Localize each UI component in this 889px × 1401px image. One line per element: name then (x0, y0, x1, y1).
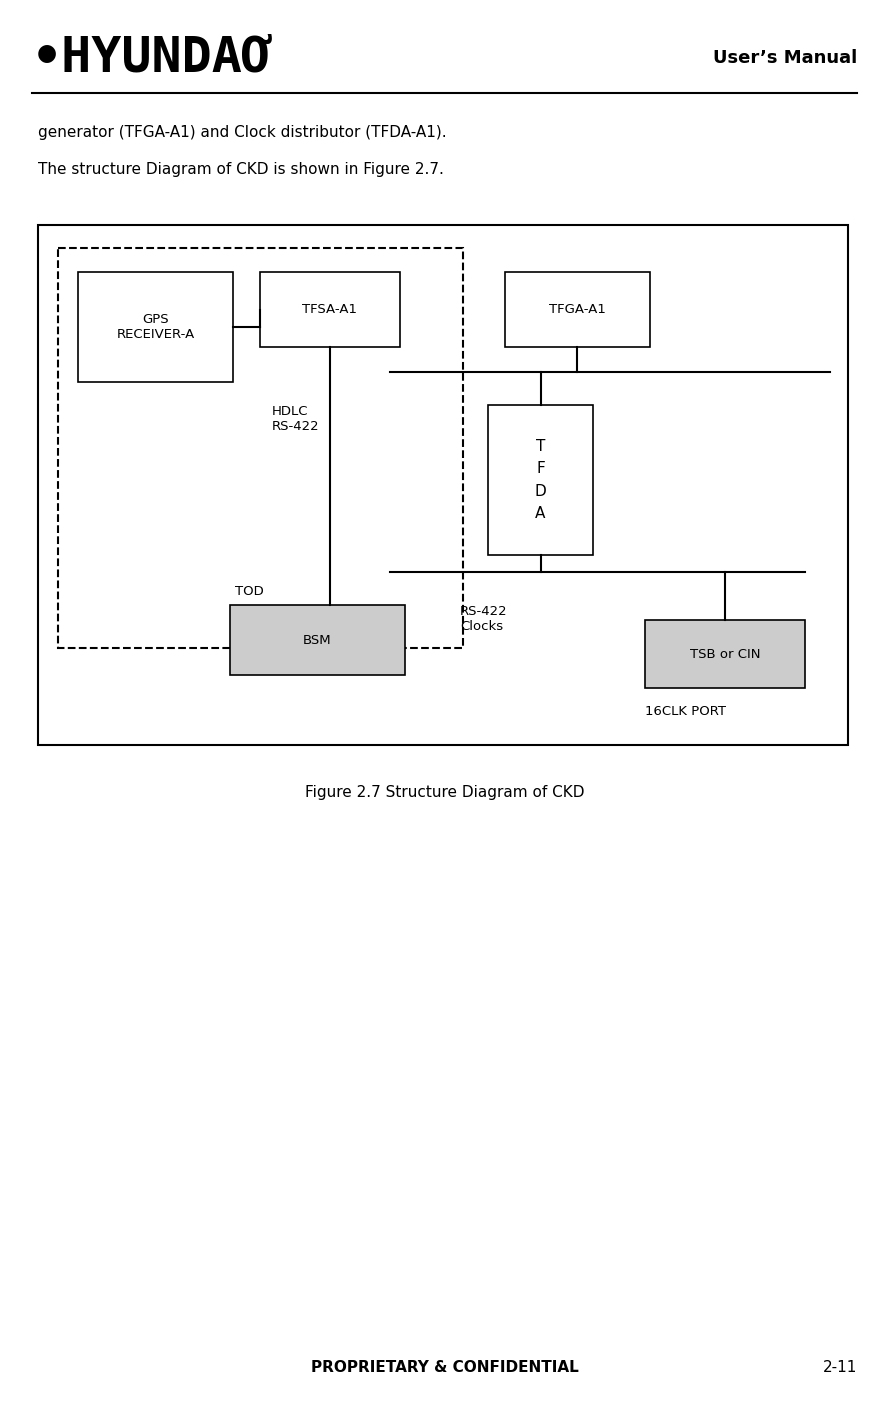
Text: generator (TFGA-A1) and Clock distributor (TFDA-A1).: generator (TFGA-A1) and Clock distributo… (38, 125, 446, 140)
Text: TSB or CIN: TSB or CIN (690, 647, 760, 660)
Text: BSM: BSM (303, 633, 332, 646)
Text: Figure 2.7 Structure Diagram of CKD: Figure 2.7 Structure Diagram of CKD (305, 785, 584, 800)
Text: •HYUNDAƠ: •HYUNDAƠ (32, 34, 273, 83)
Bar (505, 272, 650, 347)
Bar (38, 226, 848, 745)
Text: 2-11: 2-11 (822, 1360, 857, 1374)
Text: TOD: TOD (235, 586, 264, 598)
Text: T
F
D
A: T F D A (534, 439, 547, 521)
Bar (78, 272, 233, 382)
Text: PROPRIETARY & CONFIDENTIAL: PROPRIETARY & CONFIDENTIAL (310, 1360, 579, 1374)
Text: User’s Manual: User’s Manual (713, 49, 857, 67)
Text: The structure Diagram of CKD is shown in Figure 2.7.: The structure Diagram of CKD is shown in… (38, 163, 444, 177)
Text: TFSA-A1: TFSA-A1 (302, 303, 357, 317)
Bar (58, 248, 463, 649)
Text: HDLC
RS-422: HDLC RS-422 (272, 405, 320, 433)
Text: 16CLK PORT: 16CLK PORT (645, 705, 726, 717)
Bar (488, 405, 593, 555)
Text: GPS
RECEIVER-A: GPS RECEIVER-A (116, 312, 195, 340)
Text: RS-422
Clocks: RS-422 Clocks (460, 605, 508, 633)
Bar (260, 272, 400, 347)
Text: TFGA-A1: TFGA-A1 (549, 303, 606, 317)
Bar (230, 605, 405, 675)
Bar (645, 621, 805, 688)
